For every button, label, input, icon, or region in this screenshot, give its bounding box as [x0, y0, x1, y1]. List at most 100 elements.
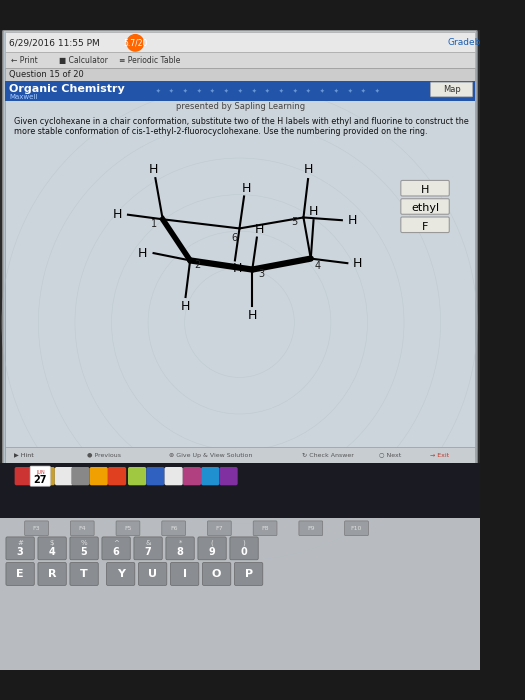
Text: 3: 3: [17, 547, 24, 557]
FancyBboxPatch shape: [102, 537, 130, 560]
FancyBboxPatch shape: [230, 537, 258, 560]
FancyBboxPatch shape: [401, 199, 449, 214]
Text: H: H: [112, 208, 122, 221]
Text: ✦: ✦: [169, 89, 174, 94]
Text: 27: 27: [34, 475, 47, 485]
Text: ✦: ✦: [361, 89, 366, 94]
Text: ← Print: ← Print: [11, 56, 38, 64]
Text: F3: F3: [33, 526, 40, 531]
Text: 0: 0: [240, 547, 247, 557]
Text: JUN: JUN: [36, 470, 45, 475]
Text: P: P: [245, 569, 253, 579]
Text: F5: F5: [124, 526, 132, 531]
Text: 3: 3: [258, 269, 265, 279]
Text: *: *: [178, 540, 182, 546]
Text: U: U: [148, 569, 157, 579]
Text: ↻ Check Answer: ↻ Check Answer: [302, 453, 353, 458]
Text: H: H: [309, 204, 318, 218]
Text: H: H: [248, 309, 257, 322]
Circle shape: [127, 34, 143, 51]
FancyBboxPatch shape: [38, 537, 66, 560]
Text: Gradeb: Gradeb: [448, 38, 481, 48]
FancyBboxPatch shape: [70, 537, 98, 560]
Text: O: O: [212, 569, 222, 579]
Text: H: H: [353, 257, 362, 270]
Text: F6: F6: [170, 526, 177, 531]
FancyBboxPatch shape: [6, 563, 34, 585]
Text: %: %: [81, 540, 87, 546]
Text: ▶ Hint: ▶ Hint: [14, 453, 34, 458]
Text: E: E: [16, 569, 24, 579]
Text: ✦: ✦: [210, 89, 215, 94]
Text: $: $: [50, 540, 55, 546]
FancyBboxPatch shape: [201, 467, 219, 485]
FancyBboxPatch shape: [219, 467, 238, 485]
Text: Organic Chemistry: Organic Chemistry: [9, 83, 125, 94]
Text: H: H: [421, 185, 429, 195]
FancyBboxPatch shape: [38, 563, 66, 585]
Text: 5: 5: [81, 547, 88, 557]
Text: 5: 5: [291, 217, 298, 227]
Bar: [5, 81, 475, 456]
FancyBboxPatch shape: [55, 467, 73, 485]
Text: F: F: [422, 222, 428, 232]
Bar: [5, 81, 475, 102]
Text: ✦: ✦: [238, 89, 242, 94]
FancyBboxPatch shape: [128, 467, 146, 485]
Text: #: #: [17, 540, 23, 546]
Text: ✦: ✦: [348, 89, 352, 94]
FancyBboxPatch shape: [108, 467, 126, 485]
Text: ✦: ✦: [224, 89, 228, 94]
FancyBboxPatch shape: [15, 467, 33, 485]
Text: 7: 7: [145, 547, 151, 557]
Polygon shape: [0, 30, 480, 670]
Bar: [5, 32, 475, 52]
Text: Question 15 of 20: Question 15 of 20: [9, 71, 84, 79]
FancyBboxPatch shape: [171, 563, 199, 585]
Text: ≡ Periodic Table: ≡ Periodic Table: [119, 56, 180, 64]
FancyBboxPatch shape: [139, 563, 167, 585]
FancyBboxPatch shape: [70, 563, 98, 585]
Text: 4: 4: [315, 261, 321, 271]
Text: ✦: ✦: [251, 89, 256, 94]
Text: H: H: [255, 223, 264, 236]
FancyBboxPatch shape: [162, 521, 185, 536]
FancyBboxPatch shape: [207, 521, 231, 536]
FancyBboxPatch shape: [37, 467, 55, 485]
Text: 8: 8: [176, 547, 184, 557]
FancyBboxPatch shape: [70, 521, 94, 536]
FancyBboxPatch shape: [6, 537, 34, 560]
Text: Given cyclohexane in a chair conformation, substitute two of the H labels with e: Given cyclohexane in a chair conformatio…: [14, 117, 468, 136]
FancyBboxPatch shape: [25, 521, 48, 536]
Text: 6: 6: [113, 547, 120, 557]
FancyBboxPatch shape: [198, 537, 226, 560]
FancyBboxPatch shape: [235, 563, 263, 585]
Text: F10: F10: [351, 526, 362, 531]
Text: H: H: [149, 163, 158, 176]
Text: H: H: [303, 163, 313, 176]
Text: ✦: ✦: [333, 89, 338, 94]
FancyBboxPatch shape: [146, 467, 164, 485]
Text: ✦: ✦: [196, 89, 201, 94]
Text: F4: F4: [78, 526, 86, 531]
Text: ● Previous: ● Previous: [87, 453, 121, 458]
Bar: [0, 518, 480, 670]
FancyBboxPatch shape: [107, 563, 135, 585]
Text: F9: F9: [307, 526, 314, 531]
Text: Map: Map: [443, 85, 460, 94]
Text: 9: 9: [209, 547, 215, 557]
Text: H: H: [233, 262, 243, 275]
Text: ✦: ✦: [279, 89, 284, 94]
Text: 4: 4: [49, 547, 56, 557]
Text: 1: 1: [151, 219, 156, 229]
Bar: [0, 463, 480, 518]
FancyBboxPatch shape: [299, 521, 323, 536]
Text: 5.7/20: 5.7/20: [123, 38, 148, 48]
FancyBboxPatch shape: [183, 467, 201, 485]
Text: F8: F8: [261, 526, 269, 531]
FancyBboxPatch shape: [401, 181, 449, 196]
Text: &: &: [145, 540, 151, 546]
Text: ✦: ✦: [183, 89, 187, 94]
Text: H: H: [348, 214, 358, 227]
FancyBboxPatch shape: [430, 82, 473, 97]
